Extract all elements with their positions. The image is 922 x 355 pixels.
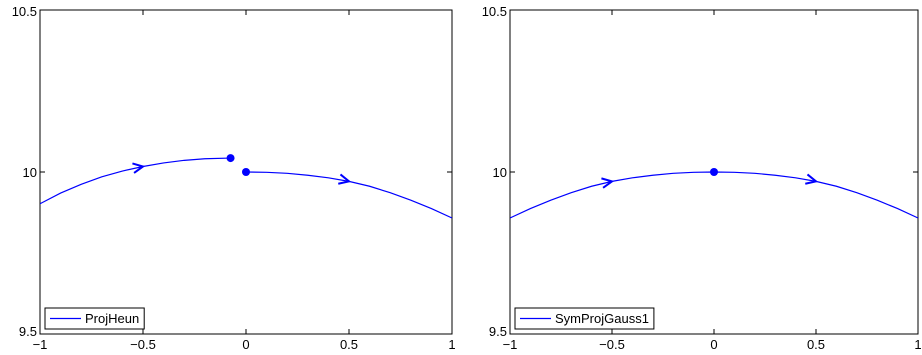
legend-label: SymProjGauss1 xyxy=(555,311,649,326)
y-tick-label: 9.5 xyxy=(19,324,37,339)
direction-arrow xyxy=(338,173,352,185)
legend: SymProjGauss1 xyxy=(514,307,655,330)
y-tick-label: 10 xyxy=(493,165,507,180)
x-tick-label: −0.5 xyxy=(130,337,156,352)
y-tick-label: 10.5 xyxy=(12,4,37,19)
direction-arrow xyxy=(132,162,146,174)
direction-arrow xyxy=(805,173,819,185)
point-marker xyxy=(710,168,718,176)
y-tick-label: 10 xyxy=(23,165,37,180)
x-tick-label: 1 xyxy=(448,337,455,352)
point-marker xyxy=(242,168,250,176)
legend-label: ProjHeun xyxy=(85,311,139,326)
plot-area xyxy=(40,157,452,219)
point-marker xyxy=(226,154,235,163)
series-line xyxy=(40,157,231,205)
x-tick-label: 0 xyxy=(710,337,717,352)
chart-panel-left: −1 −0.5 0 0.5 1 9.5 10 10.5 ProjHeun xyxy=(12,4,456,352)
chart-panel-right: −1 −0.5 0 0.5 1 9.5 10 10.5 SymProjGauss1 xyxy=(482,4,922,352)
legend-box xyxy=(44,307,145,330)
x-tick-label: 0.5 xyxy=(340,337,358,352)
x-tick-label: 1 xyxy=(914,337,921,352)
x-tick-label: 0 xyxy=(242,337,249,352)
legend-box xyxy=(514,307,655,330)
x-tick-label: −1 xyxy=(33,337,48,352)
y-tick-label: 9.5 xyxy=(489,324,507,339)
x-tick-label: −0.5 xyxy=(599,337,625,352)
x-tick-label: −1 xyxy=(503,337,518,352)
x-tick-label: 0.5 xyxy=(807,337,825,352)
legend: ProjHeun xyxy=(44,307,145,330)
y-tick-label: 10.5 xyxy=(482,4,507,19)
direction-arrow xyxy=(601,177,615,189)
